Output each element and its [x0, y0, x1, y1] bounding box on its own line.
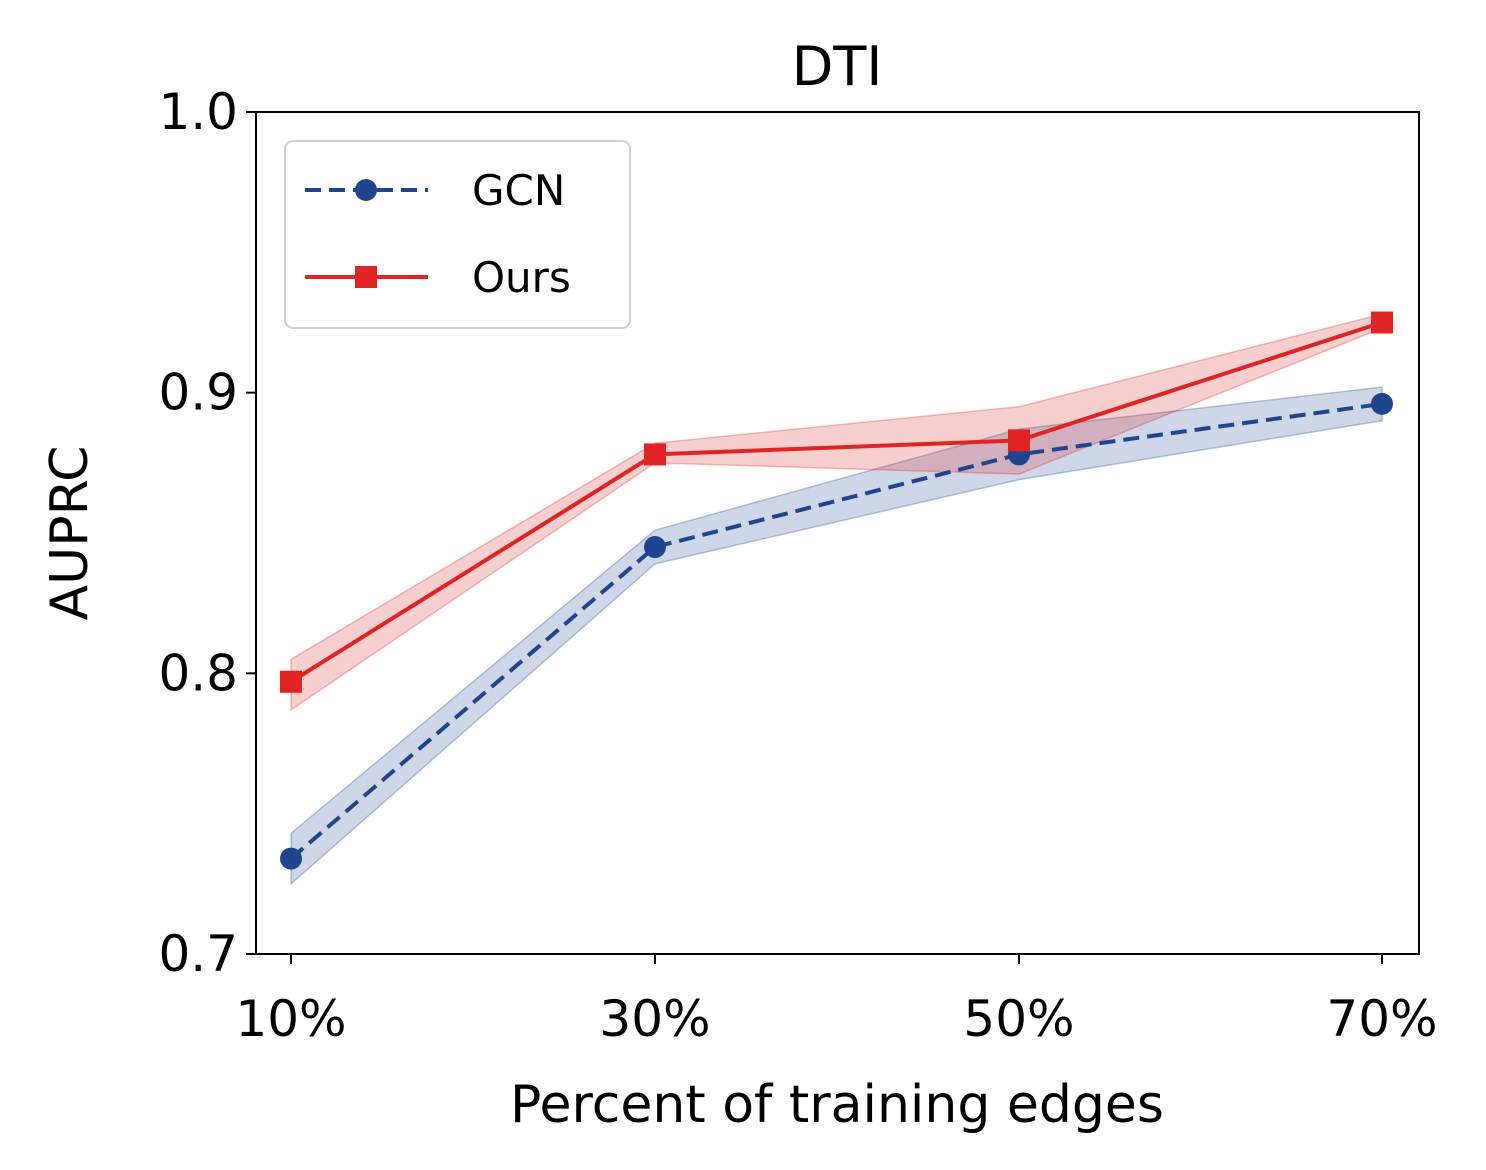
y-tick-label: 1.0: [158, 83, 238, 141]
legend-gcn-marker: [355, 179, 377, 201]
y-axis-label: AUPRC: [40, 446, 100, 621]
gcn-series-line: [289, 401, 1383, 861]
ours-point: [1008, 429, 1030, 452]
y-tick-label: 0.9: [158, 364, 238, 422]
ours-series-line: [289, 320, 1383, 684]
chart-title: DTI: [792, 35, 883, 98]
plot-frame: [255, 111, 1420, 955]
x-tick-label: 10%: [235, 990, 346, 1048]
y-tick-label: 0.8: [158, 644, 238, 702]
ours-point: [644, 443, 666, 466]
legend-ours-label: Ours: [472, 253, 571, 302]
x-axis-ticks: 10% 30% 50% 70%: [235, 954, 1438, 1048]
ours-point: [1371, 311, 1393, 334]
legend-gcn-label: GCN: [472, 166, 565, 215]
y-axis-ticks: 0.7 0.8 0.9 1.0: [158, 83, 256, 983]
series-markers: [280, 311, 1393, 870]
y-tick-label: 0.7: [158, 925, 238, 983]
series-lines: [289, 320, 1383, 861]
x-tick-label: 50%: [963, 990, 1074, 1048]
x-tick-label: 30%: [599, 990, 710, 1048]
gcn-confidence-band: [290, 386, 1383, 886]
legend-box: [284, 140, 631, 329]
ours-point: [280, 670, 302, 693]
x-axis-label: Percent of training edges: [510, 1075, 1164, 1135]
legend: GCN Ours: [284, 140, 631, 329]
x-tick-label: 70%: [1326, 990, 1437, 1048]
gcn-point: [1371, 392, 1393, 415]
gcn-point: [644, 536, 666, 559]
confidence-bands: [290, 313, 1383, 886]
legend-ours-marker: [355, 266, 377, 288]
gcn-point: [280, 847, 302, 870]
